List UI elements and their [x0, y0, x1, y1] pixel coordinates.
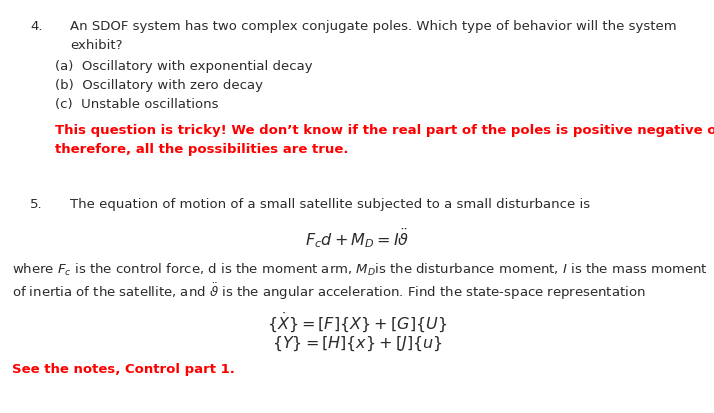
Text: This question is tricky! We don’t know if the real part of the poles is positive: This question is tricky! We don’t know i…: [55, 124, 714, 137]
Text: $F_c d + M_D = I\ddot{\vartheta}$: $F_c d + M_D = I\ddot{\vartheta}$: [305, 226, 409, 250]
Text: (b)  Oscillatory with zero decay: (b) Oscillatory with zero decay: [55, 79, 263, 92]
Text: of inertia of the satellite, and $\ddot{\vartheta}$ is the angular acceleration.: of inertia of the satellite, and $\ddot{…: [12, 281, 645, 301]
Text: $\{\dot{X}\} = [F]\{X\} + [G]\{U\}$: $\{\dot{X}\} = [F]\{X\} + [G]\{U\}$: [267, 311, 447, 335]
Text: 4.: 4.: [30, 20, 43, 33]
Text: (a)  Oscillatory with exponential decay: (a) Oscillatory with exponential decay: [55, 60, 313, 73]
Text: (c)  Unstable oscillations: (c) Unstable oscillations: [55, 98, 218, 111]
Text: 5.: 5.: [30, 198, 43, 211]
Text: The equation of motion of a small satellite subjected to a small disturbance is: The equation of motion of a small satell…: [70, 198, 590, 211]
Text: where $F_c$ is the control force, d is the moment arm, $M_D$is the disturbance m: where $F_c$ is the control force, d is t…: [12, 262, 708, 278]
Text: An SDOF system has two complex conjugate poles. Which type of behavior will the : An SDOF system has two complex conjugate…: [70, 20, 677, 33]
Text: See the notes, Control part 1.: See the notes, Control part 1.: [12, 363, 235, 376]
Text: exhibit?: exhibit?: [70, 39, 123, 52]
Text: therefore, all the possibilities are true.: therefore, all the possibilities are tru…: [55, 143, 348, 156]
Text: $\{Y\} = [H]\{x\} + [J]\{u\}$: $\{Y\} = [H]\{x\} + [J]\{u\}$: [271, 335, 443, 354]
